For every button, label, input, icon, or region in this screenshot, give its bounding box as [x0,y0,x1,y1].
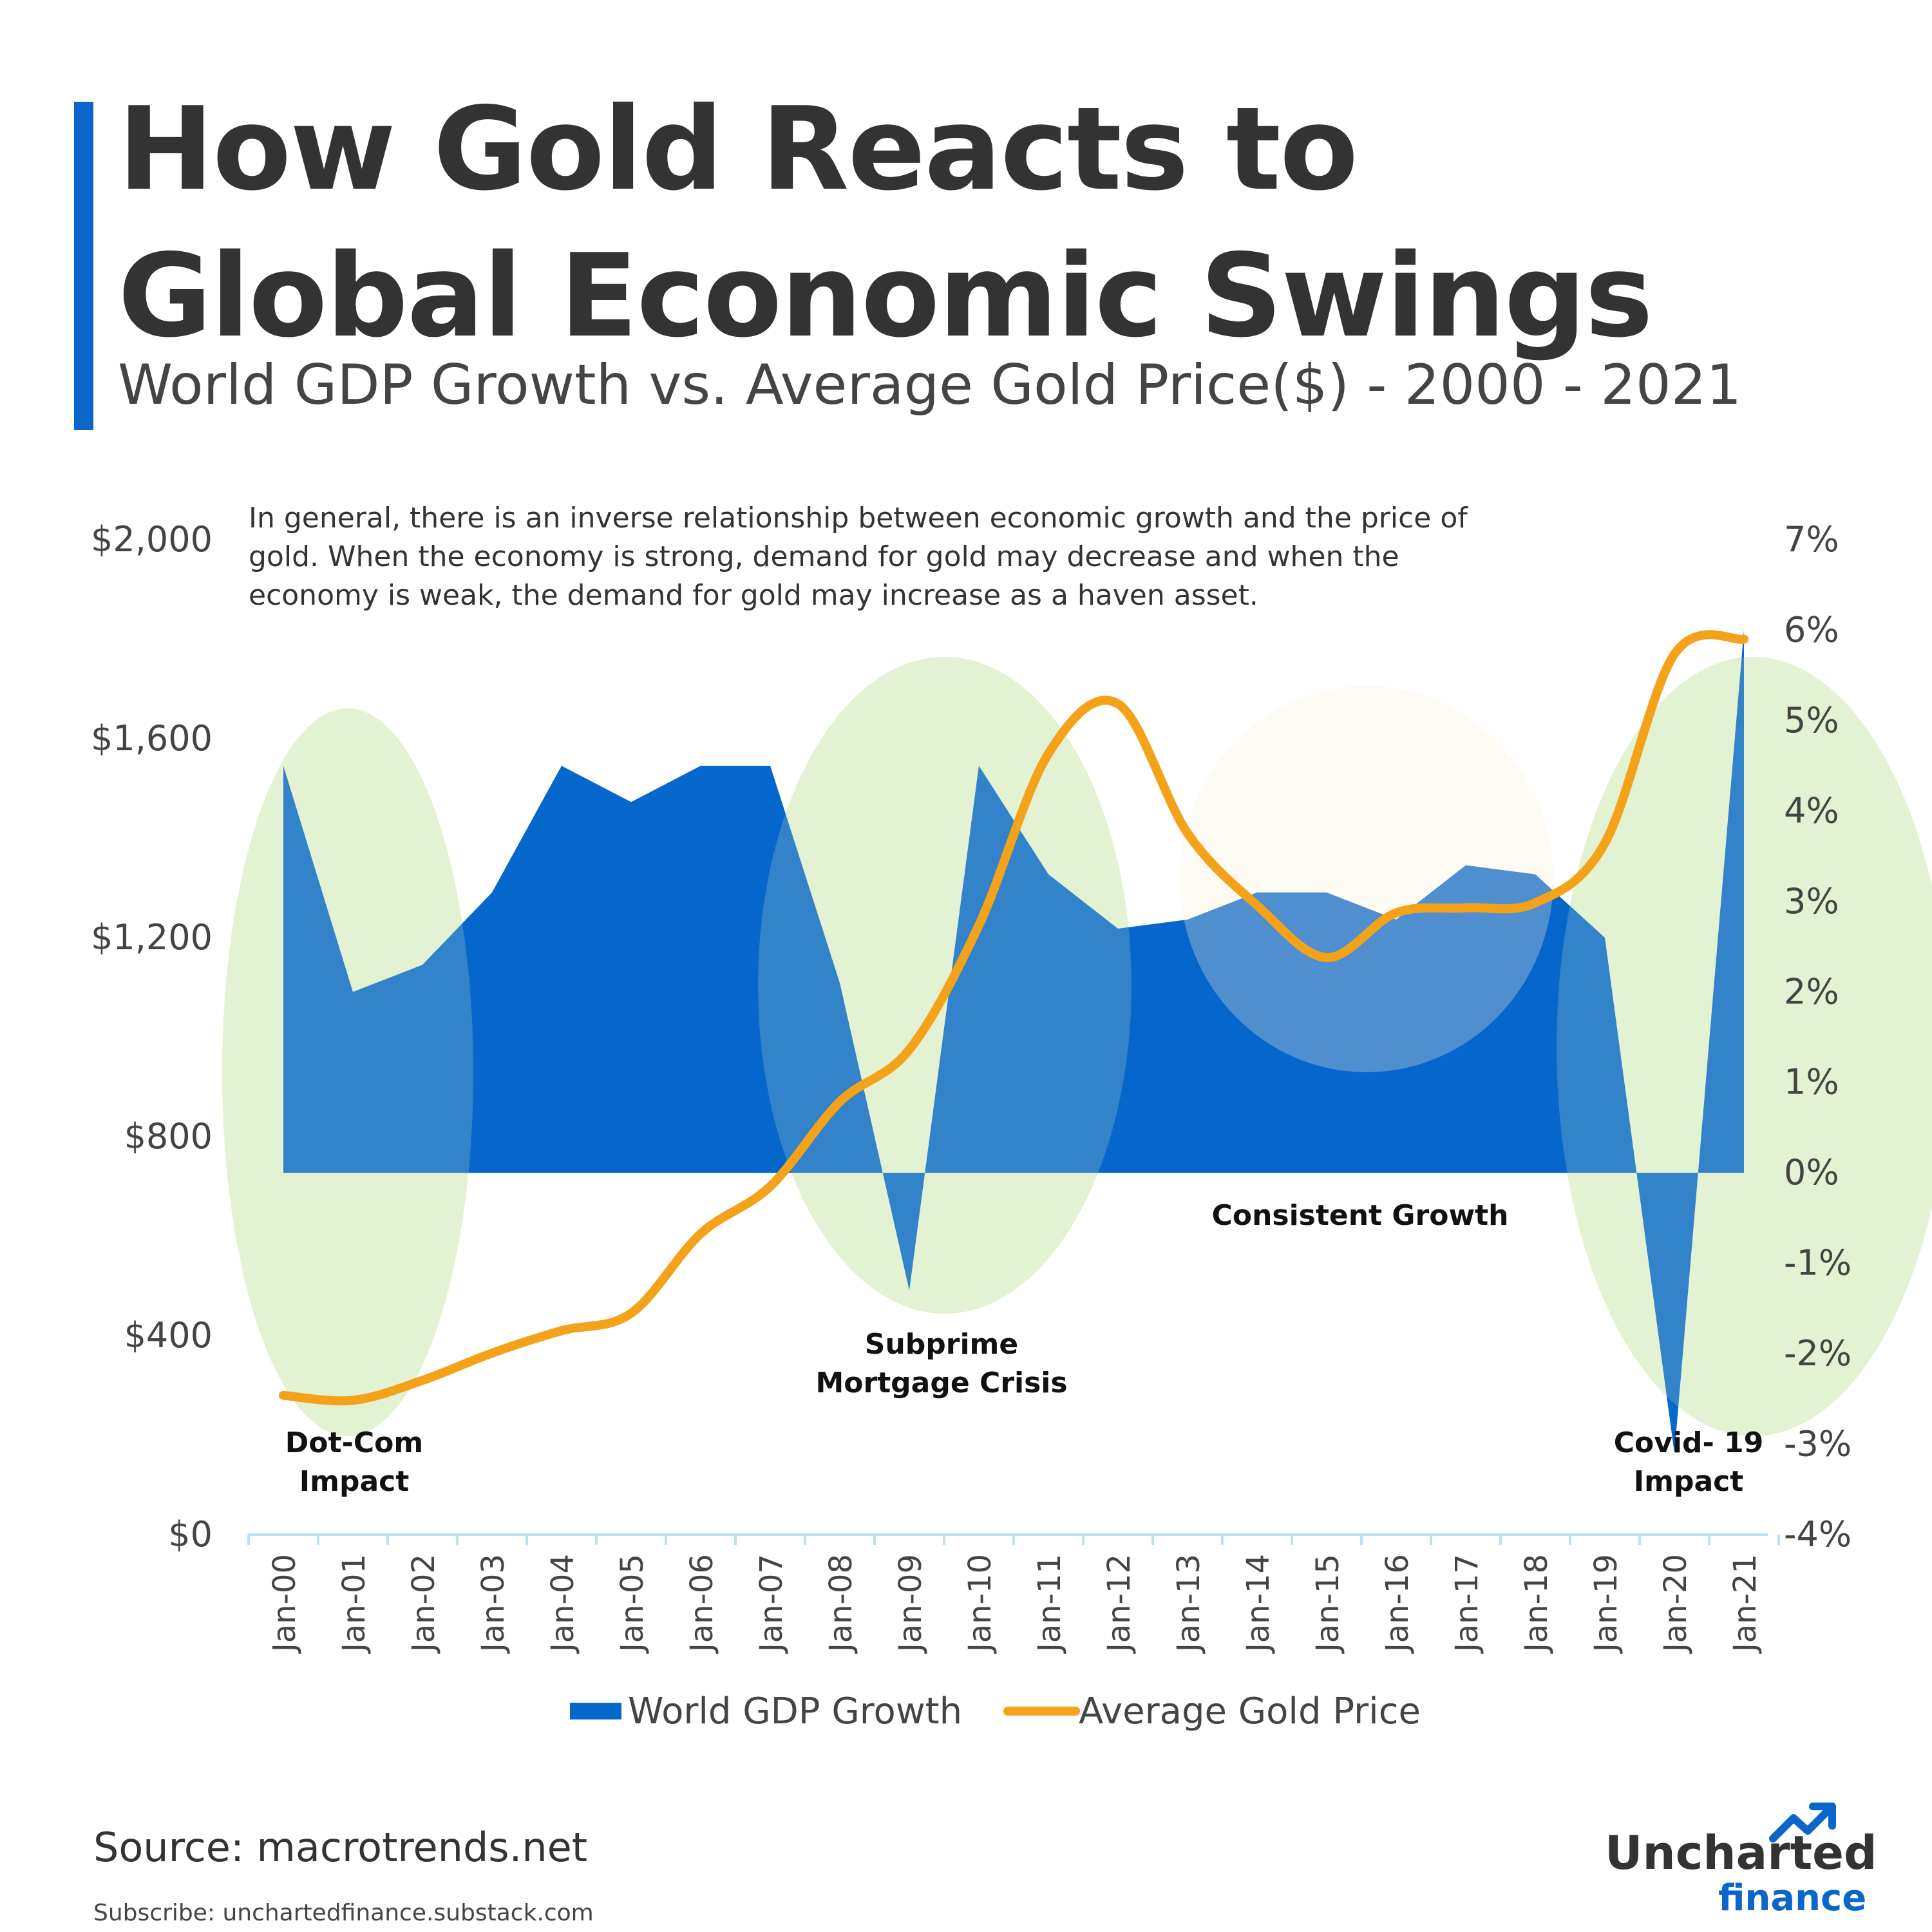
annotation-label: Dot-Com [285,1426,423,1459]
y-right-tick-label: 6% [1784,609,1839,650]
y-left-tick-label: $800 [124,1116,213,1157]
y-right-tick-label: -4% [1784,1514,1852,1555]
y-right-tick-label: 4% [1784,790,1839,831]
highlight-consistent-growth [1180,686,1553,1072]
title-text: How Gold Reacts to Global Economic Swing… [118,82,1653,363]
source-text: Source: macrotrends.net [93,1824,588,1871]
y-left-tick-label: $400 [124,1315,213,1356]
gold-price-line [279,630,1748,1406]
x-tick-label-Jan-15: Jan-15 [1310,1554,1346,1654]
gdp-growth-area [283,630,1744,1454]
x-tick-label-Jan-06: Jan-06 [684,1554,720,1654]
legend-swatch-gdp [570,1703,621,1719]
x-tick-label-Jan-21: Jan-21 [1727,1554,1763,1654]
x-tick-label-Jan-09: Jan-09 [893,1554,929,1654]
y-right-tick-label: -1% [1784,1243,1852,1283]
x-tick-label-Jan-01: Jan-01 [336,1554,372,1654]
annotation-label: Impact [1634,1465,1744,1498]
annotation-label: Impact [299,1465,410,1498]
highlight-covid-overlay [1557,657,1932,1436]
x-tick-label-Jan-12: Jan-12 [1101,1554,1137,1654]
annotation-label: Subprime [865,1328,1018,1361]
legend-label-gold: Average Gold Price [1079,1690,1421,1732]
legend-label-gdp: World GDP Growth [628,1690,962,1732]
x-tick-label-Jan-03: Jan-03 [475,1554,511,1654]
y-left-tick-label: $0 [168,1514,213,1555]
chart-note: In general, there is an inverse relation… [249,502,1468,612]
y-right-tick-label: -3% [1784,1424,1852,1464]
x-tick-label-Jan-02: Jan-02 [406,1554,442,1654]
x-tick-label-Jan-04: Jan-04 [545,1554,581,1654]
x-tick-label-Jan-11: Jan-11 [1032,1554,1068,1654]
x-tick-label-Jan-00: Jan-00 [267,1554,303,1654]
x-tick-label-Jan-20: Jan-20 [1658,1554,1694,1654]
x-tick-label-Jan-05: Jan-05 [614,1554,650,1654]
y-left-tick-label: $1,200 [91,917,213,958]
annotation-label: Mortgage Crisis [815,1367,1067,1399]
y-right-tick-label: 5% [1784,700,1839,741]
y-right-tick-label: 7% [1784,519,1839,560]
x-tick-label-Jan-19: Jan-19 [1588,1554,1624,1654]
subscribe-text: Subscribe: unchartedfinance.substack.com [93,1900,594,1926]
x-tick-label-Jan-10: Jan-10 [962,1554,998,1654]
x-tick-label-Jan-13: Jan-13 [1171,1554,1207,1654]
x-tick-label-Jan-08: Jan-08 [823,1554,859,1654]
x-tick-label-Jan-17: Jan-17 [1449,1554,1485,1654]
y-right-tick-label: 2% [1784,971,1839,1012]
page-title: How Gold Reacts to Global Economic Swing… [118,76,1792,370]
page-subtitle: World GDP Growth vs. Average Gold Price(… [118,353,1742,417]
y-right-tick-label: 0% [1784,1152,1839,1193]
x-tick-label-Jan-16: Jan-16 [1379,1554,1416,1654]
x-tick-label-Jan-18: Jan-18 [1519,1554,1555,1654]
x-tick-label-Jan-07: Jan-07 [753,1554,790,1654]
annotation-label: Covid- 19 [1614,1426,1764,1459]
highlight-dotcom-overlay [222,708,473,1436]
y-right-tick-label: -2% [1784,1333,1852,1374]
y-right-tick-label: 3% [1784,881,1839,922]
y-left-tick-label: $1,600 [91,718,213,759]
logo-word-finance: finance [1718,1877,1867,1919]
x-tick-label-Jan-14: Jan-14 [1240,1554,1276,1654]
annotation-label: Consistent Growth [1212,1199,1509,1232]
trend-arrow-icon [1769,1803,1836,1842]
y-right-tick-label: 1% [1784,1062,1839,1103]
title-accent-bar [74,102,93,430]
logo-word-uncharted: Uncharted [1605,1826,1877,1880]
y-left-tick-label: $2,000 [91,519,213,560]
